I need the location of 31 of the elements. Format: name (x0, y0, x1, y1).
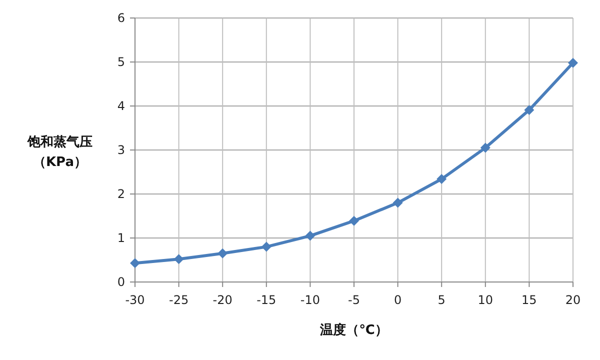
x-tick-label: 0 (394, 293, 402, 307)
x-tick-label: -20 (212, 293, 232, 307)
x-tick-label: -10 (300, 293, 320, 307)
point (218, 248, 228, 258)
x-tick-label: 10 (478, 293, 494, 307)
point (261, 242, 272, 252)
point (305, 230, 316, 241)
x-tick-label: -5 (348, 293, 360, 307)
point (480, 142, 490, 153)
y-tick-label: 3 (117, 143, 125, 157)
y-axis-title: 饱和蒸气压（KPa） (26, 134, 92, 170)
point (392, 198, 403, 208)
point (436, 174, 447, 184)
x-tick-label: -25 (168, 293, 189, 307)
point (524, 104, 534, 115)
x-axis-title: 温度（℃） (319, 322, 388, 338)
point (349, 216, 359, 226)
y-tick-label: 2 (117, 187, 125, 201)
point (130, 258, 140, 268)
point (568, 58, 578, 68)
y-tick-label: 5 (117, 55, 125, 69)
x-tick-label: 15 (522, 293, 537, 307)
point (174, 254, 184, 264)
y-tick-label: 0 (117, 275, 125, 289)
x-tick-label: 20 (565, 293, 581, 307)
y-tick-label: 1 (117, 231, 125, 245)
x-tick-label: -30 (125, 293, 145, 307)
y-tick-label: 6 (117, 11, 125, 25)
y-tick-label: 4 (117, 99, 125, 113)
x-tick-label: 5 (438, 293, 446, 307)
x-tick-label: -15 (256, 293, 276, 307)
